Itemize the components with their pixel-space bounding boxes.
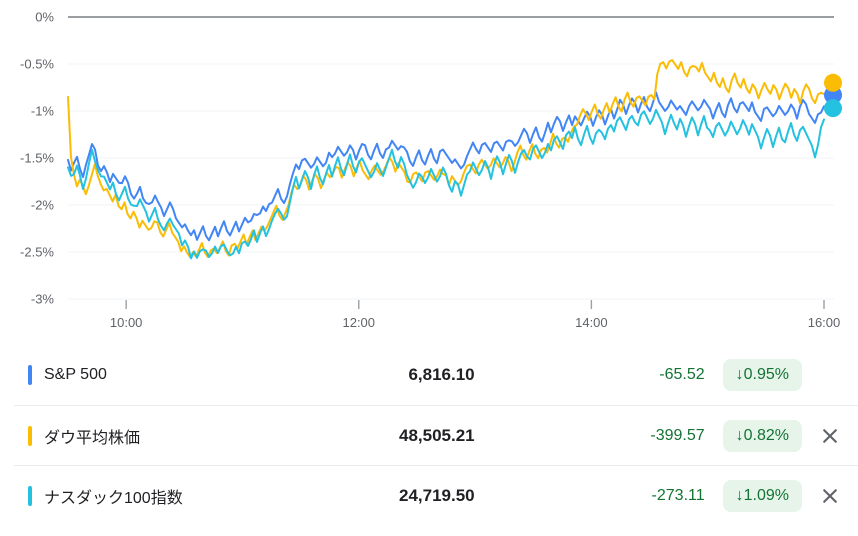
- series-color-swatch: [28, 365, 32, 385]
- y-axis-tick-label: 0%: [35, 10, 54, 25]
- y-axis-tick-label: -2.5%: [20, 245, 54, 260]
- y-axis-tick-label: -2%: [31, 198, 55, 213]
- y-axis-tick-label: -3%: [31, 292, 55, 307]
- series-color-swatch: [28, 425, 32, 446]
- percent-change-badge: ↓1.09%: [722, 479, 802, 512]
- index-price-value: 24,719.50: [398, 485, 475, 505]
- close-button-slot: [802, 483, 858, 509]
- series-name-label: ダウ平均株価: [44, 429, 141, 447]
- series-lines: [67, 59, 825, 260]
- series-name-label: S&P 500: [44, 366, 107, 383]
- percent-change-badge: ↓0.82%: [722, 419, 802, 452]
- index-price-value: 48,505.21: [398, 425, 475, 445]
- chart-area: 0% -0.5% -1% -1.5% -2% -2.5% -3% 10:00 12:00 14:…: [20, 10, 842, 330]
- series-color-swatch: [28, 485, 32, 506]
- legend-row[interactable]: S&P 500 6,816.10 -65.52 ↓0.95%: [14, 345, 858, 405]
- series-endpoint-dot: [824, 99, 842, 118]
- close-icon: [823, 488, 837, 503]
- series-endpoint-dot: [824, 73, 842, 92]
- percent-change-badge: ↓0.95%: [722, 359, 802, 391]
- series-legend-table: S&P 500 6,816.10 -65.52 ↓0.95% ダウ平均株価 48,505.…: [0, 345, 858, 525]
- index-change-value: -65.52: [659, 366, 705, 383]
- x-axis-tick-label: 12:00: [342, 315, 375, 330]
- y-axis-tick-labels: 0% -0.5% -1% -1.5% -2% -2.5% -3%: [20, 10, 54, 307]
- index-change-value: -273.11: [651, 486, 705, 504]
- series-line: [67, 91, 825, 242]
- series-line: [67, 108, 825, 260]
- intraday-percent-change-chart: 0% -0.5% -1% -1.5% -2% -2.5% -3% 10:00 12:00 14:…: [20, 10, 842, 330]
- index-price-value: 6,816.10: [408, 365, 475, 384]
- close-button-slot: [802, 423, 858, 449]
- y-axis-tick-label: -0.5%: [20, 57, 54, 72]
- x-axis-tick-labels: 10:00 12:00 14:00 16:00: [110, 315, 840, 330]
- legend-row[interactable]: ダウ平均株価 48,505.21 -399.57 ↓0.82%: [14, 405, 858, 465]
- remove-series-button[interactable]: [817, 423, 843, 449]
- x-axis-tick-label: 10:00: [110, 315, 143, 330]
- y-axis-tick-label: -1%: [31, 104, 55, 119]
- x-axis-tick-label: 16:00: [808, 315, 841, 330]
- remove-series-button[interactable]: [817, 483, 843, 509]
- x-axis-tick-marks: [125, 300, 825, 309]
- legend-row[interactable]: ナスダック100指数 24,719.50 -273.11 ↓1.09%: [14, 465, 858, 525]
- close-icon: [823, 428, 837, 443]
- series-endpoint-markers: [824, 73, 842, 118]
- y-axis-tick-label: -1.5%: [20, 151, 54, 166]
- series-name-label: ナスダック100指数: [44, 489, 183, 507]
- x-axis-tick-label: 14:00: [575, 315, 608, 330]
- gridlines: [68, 16, 834, 300]
- index-change-value: -399.57: [650, 426, 705, 444]
